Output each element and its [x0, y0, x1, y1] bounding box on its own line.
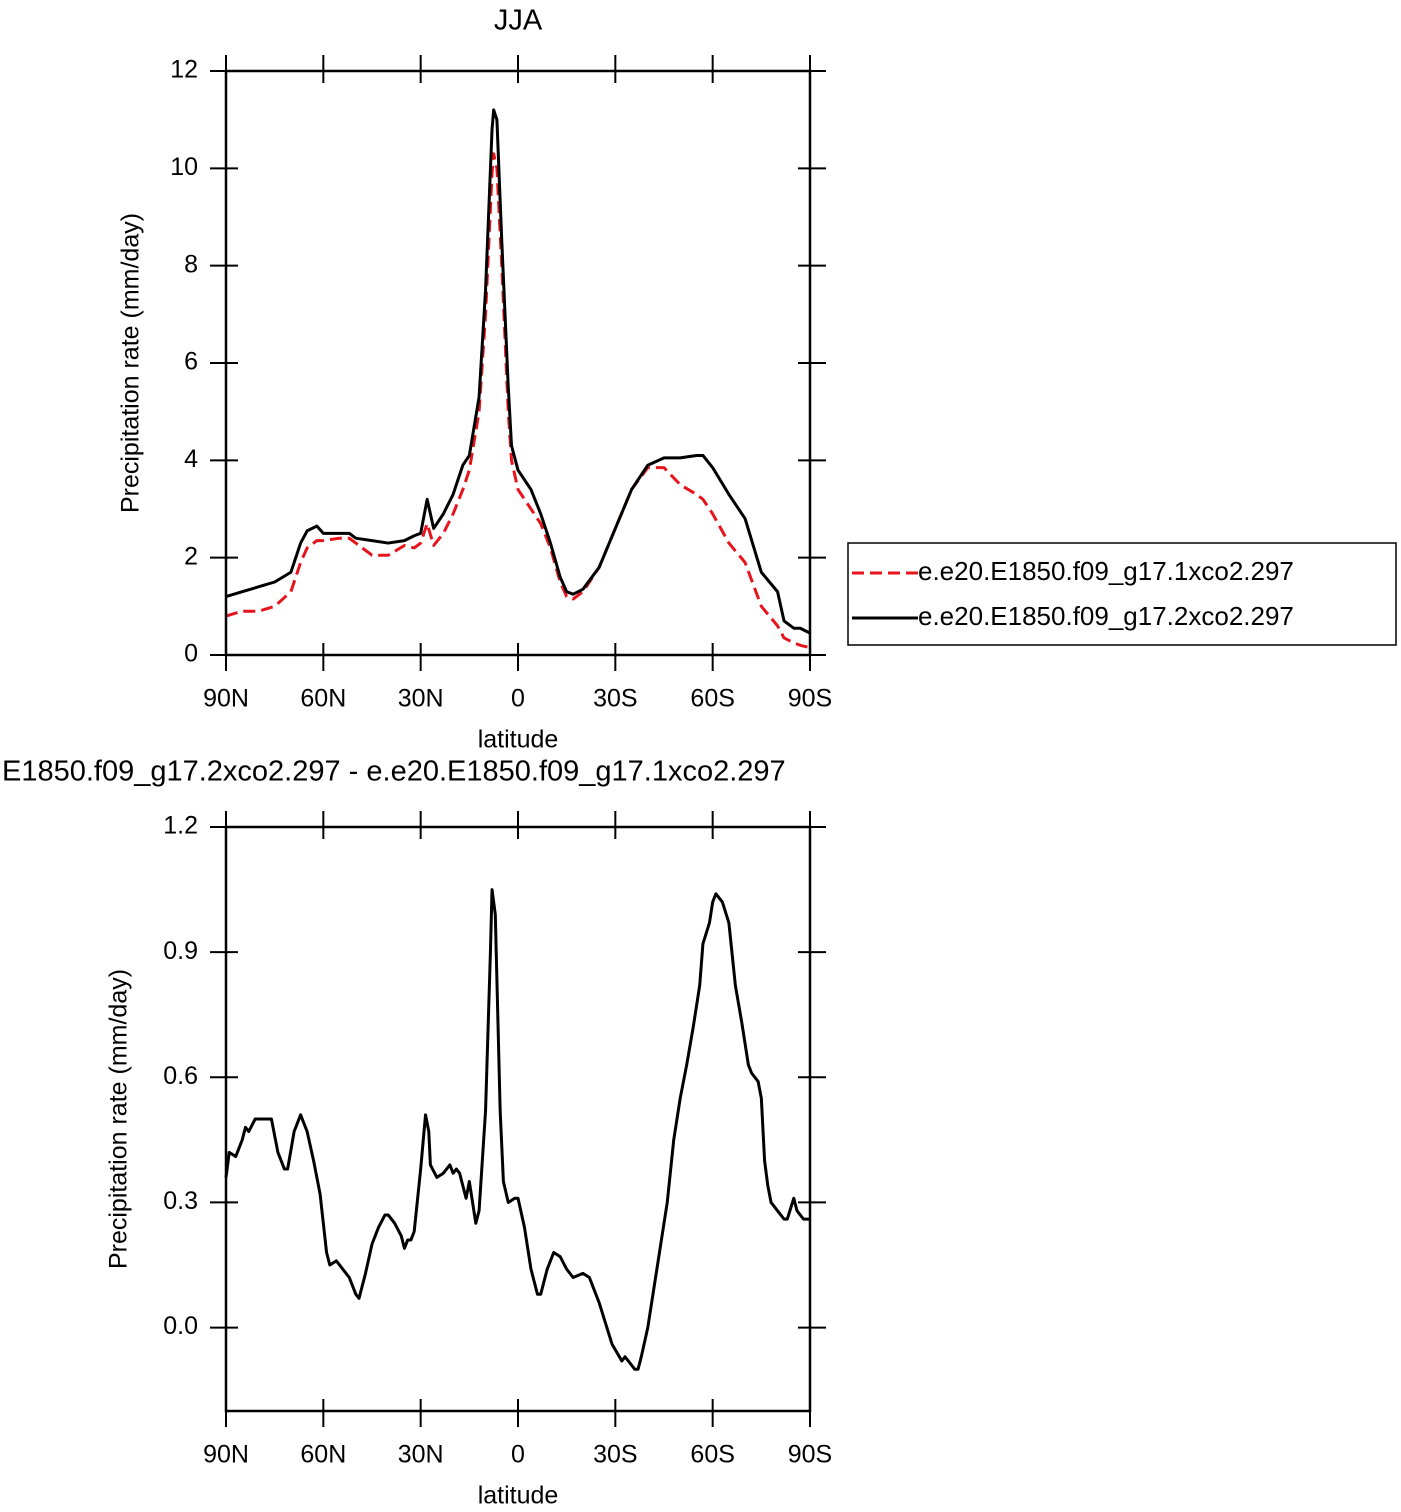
chart-title: E1850.f09_g17.2xco2.297 - e.e20.E1850.f0…: [2, 756, 786, 788]
data-line: [225, 108, 811, 635]
y-tick-label: 6: [184, 348, 198, 376]
y-tick-label: 12: [170, 56, 198, 84]
chart-title: JJA: [494, 5, 543, 37]
y-tick-label: 8: [184, 250, 198, 278]
legend-label: e.e20.E1850.f09_g17.2xco2.297: [918, 601, 1294, 631]
data-line: [224, 888, 810, 1371]
legend-box: [847, 542, 1397, 646]
y-tick-label: 4: [184, 445, 198, 473]
x-axis-label: latitude: [478, 726, 559, 754]
y-tick-label: 10: [170, 153, 198, 181]
x-tick-label: 60S: [690, 685, 734, 713]
x-tick-label: 90S: [788, 1441, 832, 1469]
legend-label: e.e20.E1850.f09_g17.1xco2.297: [918, 556, 1294, 586]
x-tick-label: 0: [511, 685, 525, 713]
plot-frame: [224, 69, 812, 657]
x-tick-label: 90S: [788, 685, 832, 713]
data-line: [225, 152, 811, 650]
x-tick-label: 30S: [593, 1441, 637, 1469]
x-tick-label: 90N: [203, 1441, 249, 1469]
y-tick-label: 0.6: [163, 1062, 198, 1090]
x-tick-label: 90N: [203, 685, 249, 713]
x-axis-label: latitude: [478, 1482, 559, 1510]
x-tick-label: 60S: [690, 1441, 734, 1469]
plot-frame: [224, 825, 812, 1413]
y-tick-label: 0.3: [163, 1187, 198, 1215]
x-tick-label: 30N: [398, 685, 444, 713]
x-tick-label: 60N: [300, 685, 346, 713]
x-tick-label: 30S: [593, 685, 637, 713]
y-tick-label: 0.0: [163, 1312, 198, 1340]
x-tick-label: 30N: [398, 1441, 444, 1469]
y-tick-label: 0: [184, 640, 198, 668]
y-tick-label: 1.2: [163, 812, 198, 840]
y-tick-label: 2: [184, 542, 198, 570]
y-axis-label: Precipitation rate (mm/day): [105, 969, 133, 1269]
y-tick-label: 0.9: [163, 937, 198, 965]
x-tick-label: 0: [511, 1441, 525, 1469]
x-tick-label: 60N: [300, 1441, 346, 1469]
y-axis-label: Precipitation rate (mm/day): [117, 213, 145, 513]
